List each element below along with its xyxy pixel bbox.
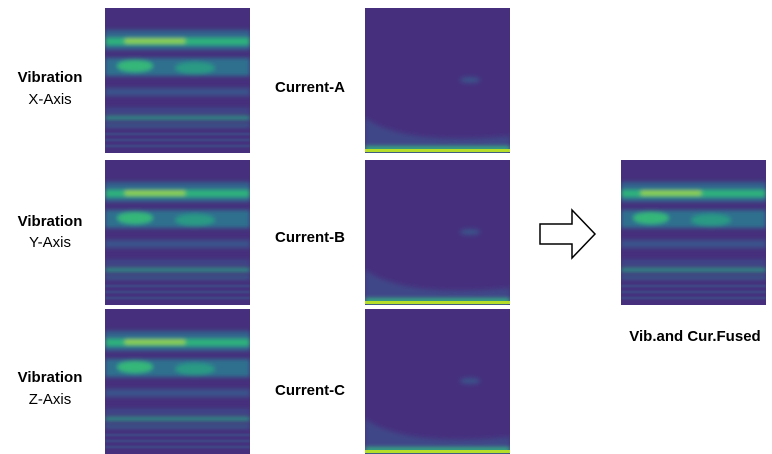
axis-label: Y-Axis xyxy=(29,234,71,251)
axis-label: X-Axis xyxy=(28,91,71,108)
current-spectrogram xyxy=(365,309,510,454)
axis-label: Z-Axis xyxy=(29,391,72,408)
current-label: Current-B xyxy=(275,229,345,246)
figure: Vibration X-Axis Vibration Y-Axis Vibrat… xyxy=(0,0,772,454)
arrow xyxy=(540,210,595,258)
fused-spectrogram xyxy=(621,160,766,305)
vibration-title: Vibration xyxy=(18,369,83,386)
vibration-spectrogram xyxy=(105,8,250,153)
current-spectrogram xyxy=(365,160,510,305)
current-spectrogram xyxy=(365,8,510,153)
vibration-title: Vibration xyxy=(18,69,83,86)
vibration-spectrogram xyxy=(105,160,250,305)
current-label: Current-A xyxy=(275,79,345,96)
vibration-spectrogram xyxy=(105,309,250,454)
current-label: Current-C xyxy=(275,382,345,399)
vibration-title: Vibration xyxy=(18,213,83,230)
fused-label: Vib.and Cur.Fused xyxy=(629,328,760,345)
